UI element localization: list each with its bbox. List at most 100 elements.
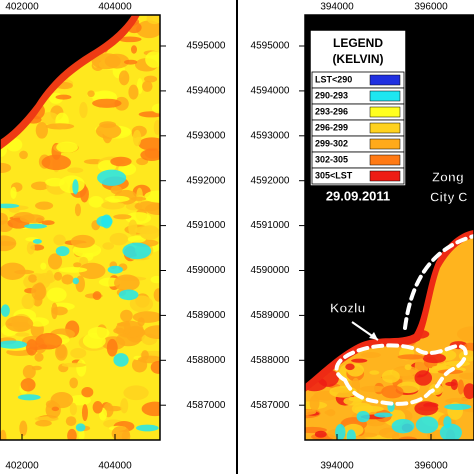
sea xyxy=(0,15,132,140)
legend-label: 302-305 xyxy=(315,154,348,164)
texture xyxy=(0,241,16,246)
texture xyxy=(19,420,28,437)
texture xyxy=(136,187,143,204)
texture xyxy=(55,246,70,257)
texture xyxy=(109,232,129,246)
texture xyxy=(20,378,36,392)
texture xyxy=(102,242,115,250)
texture xyxy=(88,196,104,208)
texture xyxy=(45,123,75,130)
texture xyxy=(146,15,160,25)
texture xyxy=(135,424,159,432)
texture xyxy=(36,276,46,281)
legend-swatch xyxy=(369,106,401,118)
texture xyxy=(107,265,123,274)
texture xyxy=(97,169,127,186)
texture xyxy=(309,395,320,411)
y-tick-label: 4589000 xyxy=(187,310,226,321)
texture xyxy=(87,326,110,340)
texture xyxy=(422,353,446,364)
texture xyxy=(19,150,28,160)
legend-swatch xyxy=(369,154,401,166)
texture xyxy=(391,418,415,434)
texture xyxy=(145,51,160,68)
texture xyxy=(140,149,160,161)
texture xyxy=(45,177,65,187)
texture xyxy=(138,111,160,118)
texture xyxy=(346,429,356,440)
texture xyxy=(136,20,160,39)
texture xyxy=(132,129,142,147)
texture xyxy=(40,112,59,125)
y-tick-label: 4588000 xyxy=(187,355,226,366)
x-tick-label: 396000 xyxy=(414,461,448,472)
texture xyxy=(104,195,130,203)
texture xyxy=(24,223,48,229)
texture xyxy=(118,36,142,43)
annotation: Zong xyxy=(432,169,464,184)
texture xyxy=(35,121,48,139)
texture xyxy=(69,402,77,416)
texture xyxy=(153,119,160,135)
texture xyxy=(137,355,160,364)
annotation: Kozlu xyxy=(330,300,365,315)
texture xyxy=(113,274,140,292)
texture xyxy=(130,45,137,54)
date: 29.09.2011 xyxy=(326,188,390,203)
texture xyxy=(72,179,79,195)
x-tick-label: 402000 xyxy=(5,2,39,13)
texture xyxy=(305,409,317,415)
texture xyxy=(150,275,160,284)
texture xyxy=(5,315,34,332)
y-tick-label: 4595000 xyxy=(187,41,226,52)
y-tick-label: 4591000 xyxy=(251,220,290,231)
texture xyxy=(128,219,138,236)
texture xyxy=(0,340,28,349)
texture xyxy=(81,387,94,398)
x-tick-label: 394000 xyxy=(320,2,354,13)
legend-label: 299-302 xyxy=(315,138,348,148)
texture xyxy=(35,333,63,350)
texture xyxy=(31,283,47,301)
texture xyxy=(456,326,474,342)
texture xyxy=(46,287,67,302)
texture xyxy=(26,241,35,255)
texture xyxy=(114,96,129,111)
texture xyxy=(22,364,36,379)
texture xyxy=(30,181,50,191)
y-tick-label: 4592000 xyxy=(251,175,290,186)
left-sea xyxy=(0,15,140,150)
texture xyxy=(110,185,123,195)
texture xyxy=(351,358,368,363)
texture xyxy=(79,101,88,119)
y-tick-label: 4590000 xyxy=(187,265,226,276)
y-tick-label: 4594000 xyxy=(187,86,226,97)
x-tick-label: 394000 xyxy=(320,461,354,472)
texture xyxy=(354,405,384,413)
texture xyxy=(73,262,82,268)
texture xyxy=(104,405,123,412)
texture xyxy=(113,214,132,220)
texture xyxy=(72,277,80,285)
texture xyxy=(123,385,149,401)
texture xyxy=(118,70,130,86)
texture xyxy=(356,410,370,423)
texture xyxy=(132,311,160,323)
texture xyxy=(335,423,346,440)
texture xyxy=(101,201,125,210)
texture xyxy=(120,398,129,414)
texture xyxy=(124,59,138,65)
texture xyxy=(360,351,381,358)
arrow-head xyxy=(369,332,378,340)
texture xyxy=(25,339,38,356)
legend-label: 293-296 xyxy=(315,106,348,116)
zone-outline xyxy=(334,343,468,406)
texture xyxy=(0,162,12,173)
texture xyxy=(34,352,44,362)
texture xyxy=(70,348,87,359)
legend-label: 290-293 xyxy=(315,90,348,100)
texture xyxy=(47,253,63,270)
legend-label: 296-299 xyxy=(315,122,348,132)
texture xyxy=(0,304,10,317)
texture xyxy=(69,377,78,389)
